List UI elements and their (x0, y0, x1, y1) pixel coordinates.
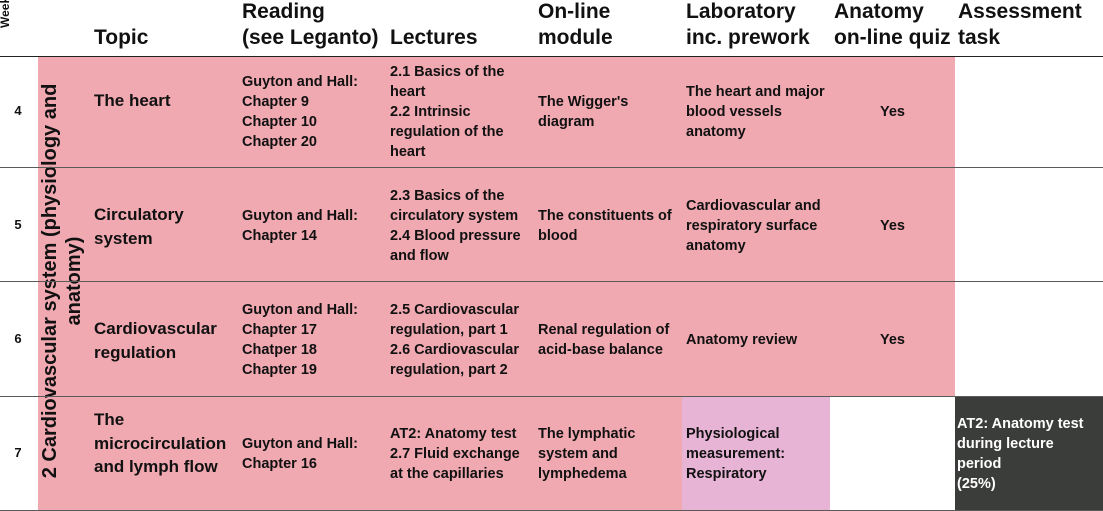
online-module-cell: Renal regulation of acid-base balance (538, 322, 670, 358)
lectures-cell: AT2: Anatomy test 2.7 Fluid exchange at … (390, 426, 520, 482)
lectures-cell: 2.3 Basics of the circulatory system 2.4… (390, 188, 521, 264)
row-band-week-6 (86, 282, 955, 396)
header-reading: Reading (see Leganto) (242, 0, 379, 49)
row-band-week-5 (86, 168, 955, 281)
topic-cell: Cardiovascular regulation (94, 319, 217, 362)
header-divider (0, 56, 1103, 57)
quiz-cell: Yes (880, 218, 905, 234)
lectures-cell: 2.1 Basics of the heart 2.2 Intrinsic re… (390, 64, 505, 160)
row-band-week-4 (86, 57, 955, 167)
quiz-cell: Yes (880, 104, 905, 120)
reading-cell: Guyton and Hall: Chapter 17 Chatper 18 C… (242, 302, 358, 378)
laboratory-cell: Anatomy review (686, 332, 798, 348)
laboratory-cell: Cardiovascular and respiratory surface a… (686, 198, 821, 254)
header-lectures: Lectures (390, 26, 478, 49)
reading-cell: Guyton and Hall: Chapter 14 (242, 208, 358, 244)
laboratory-cell: Physiological measurement: Respiratory (686, 426, 786, 482)
row-divider (0, 167, 1103, 168)
row-divider (0, 281, 1103, 282)
reading-cell: Guyton and Hall: Chapter 9 Chapter 10 Ch… (242, 74, 358, 150)
header-week: Week (0, 0, 12, 28)
online-module-cell: The Wigger's diagram (538, 94, 629, 130)
assessment-highlight-cell (955, 397, 1103, 510)
header-anatomy-quiz: Anatomy on-line quiz (834, 0, 951, 49)
quiz-empty-cell (830, 397, 955, 510)
week-number: 5 (14, 217, 22, 232)
laboratory-cell: The heart and major blood vessels anatom… (686, 84, 825, 140)
quiz-cell: Yes (880, 332, 905, 348)
online-module-cell: The constituents of blood (538, 208, 672, 244)
reading-cell: Guyton and Hall: Chapter 16 (242, 436, 358, 472)
week-number: 4 (14, 103, 22, 118)
header-laboratory: Laboratory inc. prework (686, 0, 810, 49)
assessment-cell: AT2: Anatomy test during lecture period … (957, 416, 1084, 492)
row-band-week-7 (86, 397, 682, 510)
header-online-module: On-line module (538, 0, 613, 49)
topic-cell: The microcirculation and lymph flow (94, 410, 227, 476)
online-module-cell: The lymphatic system and lymphedema (538, 426, 636, 482)
header-assessment: Assessment task (958, 0, 1082, 49)
module-column (38, 57, 86, 510)
week-number: 6 (14, 331, 22, 346)
header-topic: Topic (94, 26, 149, 49)
topic-cell: Circulatory system (94, 205, 184, 248)
week-number: 7 (14, 445, 22, 460)
lab-highlight-cell (682, 397, 830, 510)
lectures-cell: 2.5 Cardiovascular regulation, part 1 2.… (390, 302, 519, 378)
row-divider (0, 396, 1103, 397)
topic-cell: The heart (94, 91, 171, 110)
